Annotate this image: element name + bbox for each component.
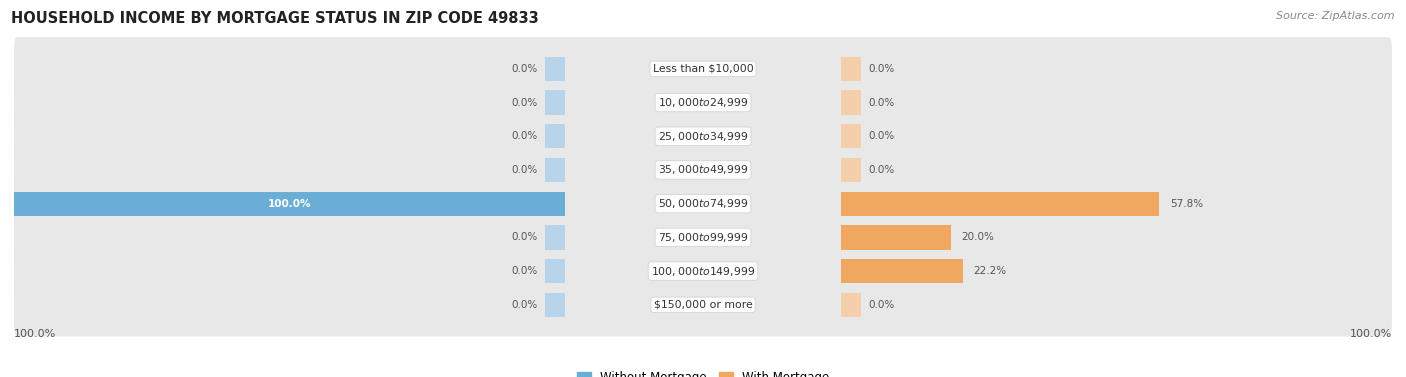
Text: 0.0%: 0.0% [869, 300, 894, 310]
Text: 100.0%: 100.0% [269, 199, 311, 208]
Text: 0.0%: 0.0% [869, 165, 894, 175]
Bar [841, 124, 862, 149]
Text: $100,000 to $149,999: $100,000 to $149,999 [651, 265, 755, 277]
Text: 0.0%: 0.0% [512, 64, 537, 74]
FancyBboxPatch shape [14, 239, 1392, 303]
Text: 0.0%: 0.0% [512, 232, 537, 242]
Bar [841, 293, 862, 317]
Text: 0.0%: 0.0% [869, 98, 894, 107]
Text: 0.0%: 0.0% [512, 300, 537, 310]
Bar [14, 192, 565, 216]
Bar [544, 293, 565, 317]
FancyBboxPatch shape [14, 71, 1392, 134]
Bar [841, 90, 862, 115]
Text: 0.0%: 0.0% [512, 98, 537, 107]
Text: 0.0%: 0.0% [869, 64, 894, 74]
FancyBboxPatch shape [14, 37, 1392, 101]
Text: Less than $10,000: Less than $10,000 [652, 64, 754, 74]
Text: $50,000 to $74,999: $50,000 to $74,999 [658, 197, 748, 210]
Text: $150,000 or more: $150,000 or more [654, 300, 752, 310]
Bar [544, 225, 565, 250]
FancyBboxPatch shape [14, 138, 1392, 202]
Bar [544, 158, 565, 182]
Text: 100.0%: 100.0% [1350, 329, 1392, 339]
Bar [544, 57, 565, 81]
Bar [841, 225, 950, 250]
Text: $35,000 to $49,999: $35,000 to $49,999 [658, 164, 748, 176]
Text: HOUSEHOLD INCOME BY MORTGAGE STATUS IN ZIP CODE 49833: HOUSEHOLD INCOME BY MORTGAGE STATUS IN Z… [11, 11, 538, 26]
Text: 20.0%: 20.0% [962, 232, 994, 242]
Text: 0.0%: 0.0% [869, 131, 894, 141]
Bar [841, 158, 862, 182]
Bar [841, 259, 963, 283]
Text: 57.8%: 57.8% [1170, 199, 1202, 208]
FancyBboxPatch shape [14, 273, 1392, 337]
Bar [841, 57, 862, 81]
Text: 0.0%: 0.0% [512, 165, 537, 175]
Text: 22.2%: 22.2% [973, 266, 1007, 276]
Legend: Without Mortgage, With Mortgage: Without Mortgage, With Mortgage [572, 366, 834, 377]
Bar [544, 124, 565, 149]
Text: 0.0%: 0.0% [512, 266, 537, 276]
Bar [544, 90, 565, 115]
Bar [544, 259, 565, 283]
Text: $25,000 to $34,999: $25,000 to $34,999 [658, 130, 748, 143]
Text: 100.0%: 100.0% [14, 329, 56, 339]
FancyBboxPatch shape [14, 104, 1392, 168]
FancyBboxPatch shape [14, 206, 1392, 269]
FancyBboxPatch shape [14, 172, 1392, 235]
Text: $10,000 to $24,999: $10,000 to $24,999 [658, 96, 748, 109]
Text: Source: ZipAtlas.com: Source: ZipAtlas.com [1277, 11, 1395, 21]
Bar [841, 192, 1160, 216]
Text: 0.0%: 0.0% [512, 131, 537, 141]
Text: $75,000 to $99,999: $75,000 to $99,999 [658, 231, 748, 244]
